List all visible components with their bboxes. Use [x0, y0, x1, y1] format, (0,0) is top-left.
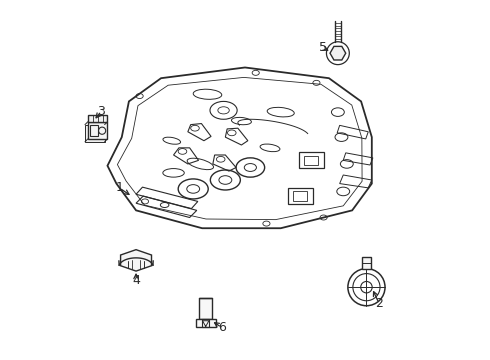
- Text: 6: 6: [218, 321, 226, 334]
- Text: 5: 5: [319, 41, 327, 54]
- Bar: [85, 125, 104, 142]
- Text: 3: 3: [98, 104, 105, 118]
- Polygon shape: [330, 46, 346, 60]
- Bar: [294, 191, 307, 201]
- Bar: [88, 115, 107, 122]
- Text: 2: 2: [375, 297, 383, 310]
- Bar: [288, 188, 313, 204]
- Bar: [199, 298, 212, 319]
- Text: 4: 4: [132, 274, 140, 287]
- Bar: [88, 122, 107, 139]
- Polygon shape: [121, 249, 151, 271]
- Text: 1: 1: [115, 181, 123, 194]
- Bar: [202, 319, 209, 327]
- Polygon shape: [107, 67, 372, 228]
- Bar: [304, 156, 318, 165]
- Bar: [298, 152, 323, 168]
- Bar: [196, 319, 216, 327]
- Bar: [90, 125, 98, 136]
- Bar: [362, 257, 371, 269]
